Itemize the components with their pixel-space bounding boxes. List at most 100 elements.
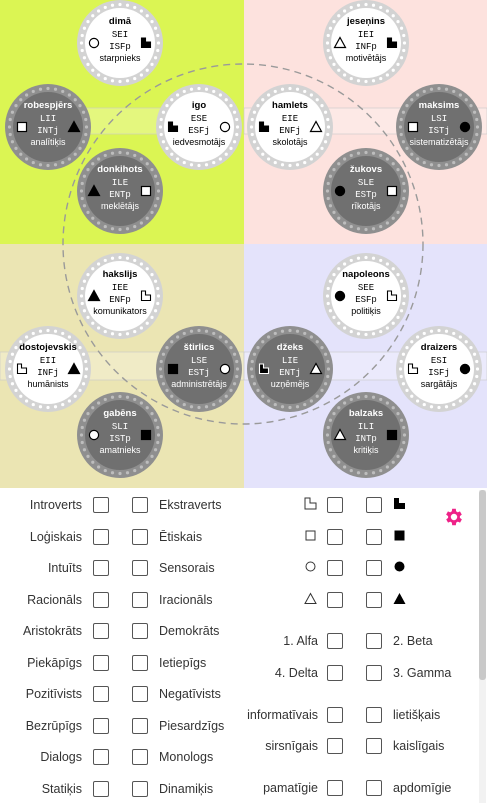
symbol-checkbox[interactable] (366, 528, 382, 545)
filter-checkbox[interactable] (93, 528, 109, 545)
filter-label: Bezrūpīgs (25, 718, 82, 733)
temperament-checkbox[interactable] (327, 738, 343, 754)
type-name: napoleons (342, 269, 390, 280)
type-code-1: ESI (431, 356, 447, 366)
type-code-2: ENTp (109, 190, 131, 200)
symbol-checkbox[interactable] (366, 497, 382, 513)
dot-ring (249, 86, 331, 168)
type-name: dostojevskis (19, 342, 77, 353)
type-name: hakslijs (103, 269, 138, 280)
filter-checkbox[interactable] (132, 686, 148, 702)
type-role: komunikators (93, 306, 147, 316)
symbol-checkbox[interactable] (327, 528, 343, 545)
scrollbar[interactable] (479, 490, 486, 803)
left-symbol-icon (258, 363, 270, 375)
type-name: gabēns (103, 408, 136, 419)
left-symbol-icon (334, 185, 346, 197)
filter-checkbox[interactable] (93, 749, 109, 765)
symbol-checkbox[interactable] (366, 560, 382, 576)
filter-checkbox[interactable] (93, 560, 109, 576)
type-role: iedvesmotājs (173, 137, 226, 147)
quadra-label: 3. Gamma (393, 666, 452, 680)
quadra-checkbox[interactable] (366, 665, 382, 681)
type-name: igo (192, 100, 206, 111)
filter-checkbox[interactable] (132, 623, 148, 639)
filter-label: Statiķis (41, 781, 82, 796)
filter-checkbox[interactable] (132, 717, 148, 734)
type-name: jeseņins (346, 16, 385, 27)
type-name: hamlets (272, 100, 308, 111)
temperament-checkbox[interactable] (366, 738, 382, 754)
type-name: donkihots (97, 164, 142, 175)
filter-label: Introverts (29, 498, 82, 512)
type-name: draizers (421, 342, 457, 353)
right-symbol-icon (386, 290, 398, 302)
dot-ring (325, 150, 407, 232)
filter-checkbox[interactable] (132, 497, 148, 513)
quadra-checkbox[interactable] (327, 665, 343, 681)
filter-checkbox[interactable] (132, 749, 148, 765)
type-role: sistematizētājs (409, 137, 469, 147)
filter-checkbox[interactable] (132, 591, 148, 608)
temperament-checkbox[interactable] (327, 707, 343, 723)
filter-label: Aristokrāts (22, 624, 82, 638)
filter-label: Loģiskais (29, 529, 82, 544)
filter-checkbox[interactable] (93, 591, 109, 608)
filter-checkbox[interactable] (93, 780, 109, 797)
filter-checkbox[interactable] (132, 560, 148, 576)
corner-outline-icon (302, 497, 318, 513)
scrollbar-thumb[interactable] (479, 490, 486, 680)
filter-checkbox[interactable] (132, 780, 148, 797)
type-code-1: LII (40, 114, 56, 124)
symbol-checkbox[interactable] (327, 560, 343, 576)
temperament-checkbox[interactable] (366, 780, 382, 796)
quadra-checkbox[interactable] (366, 633, 382, 649)
quadra-checkbox[interactable] (327, 633, 343, 649)
center-dashed-ring (62, 63, 424, 425)
dot-ring (158, 86, 240, 168)
symbol-checkbox[interactable] (327, 591, 343, 608)
right-symbol-icon (459, 363, 471, 375)
filter-checkbox[interactable] (132, 654, 148, 671)
symbol-checkbox[interactable] (366, 591, 382, 608)
symbol-checkbox[interactable] (327, 497, 343, 513)
right-symbol-icon (309, 362, 323, 375)
filter-checkbox[interactable] (93, 623, 109, 639)
type-role: analītiķis (30, 137, 66, 147)
filter-checkbox[interactable] (132, 528, 148, 545)
filter-checkbox[interactable] (93, 686, 109, 702)
type-code-2: ENFj (279, 126, 301, 136)
type-code-2: ISTj (428, 126, 450, 136)
filter-label: Ietiepīgs (159, 655, 207, 670)
temperament-checkbox[interactable] (327, 780, 343, 796)
right-symbol-icon (459, 121, 471, 133)
right-symbol-icon (140, 37, 152, 49)
temperament-checkbox[interactable] (366, 707, 382, 723)
quadra-label: 2. Beta (393, 634, 433, 648)
quadra-label: 1. Alfa (283, 634, 318, 648)
filter-checkbox[interactable] (93, 497, 109, 513)
filter-checkbox[interactable] (93, 717, 109, 734)
right-symbol-icon (386, 37, 398, 49)
gear-icon[interactable] (443, 506, 465, 528)
filter-checkbox[interactable] (93, 654, 109, 671)
dot-ring (79, 2, 161, 84)
dot-ring (325, 2, 407, 84)
